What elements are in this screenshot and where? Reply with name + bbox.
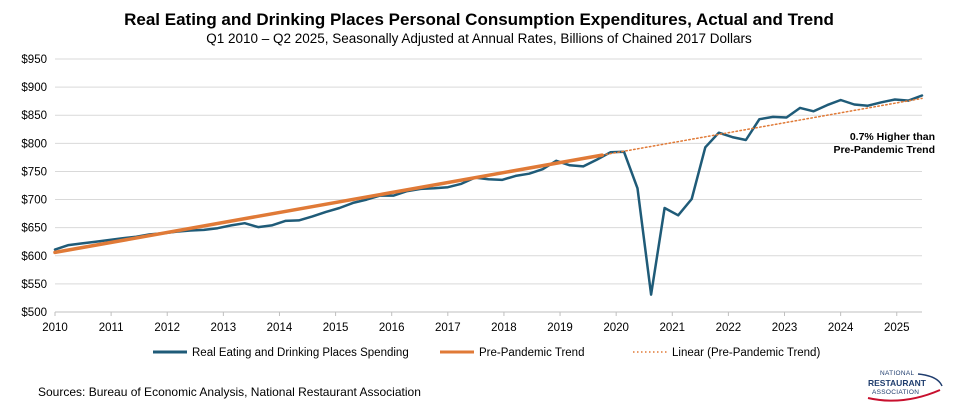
logo-text-bottom: ASSOCIATION — [872, 389, 920, 396]
logo-swoosh-icon — [867, 373, 943, 402]
chart-subtitle: Q1 2010 – Q2 2025, Seasonally Adjusted a… — [206, 31, 752, 46]
y-tick-label: $950 — [21, 54, 47, 66]
x-axis-tick-labels: 2010 2011 2012 2013 2014 2015 2016 2017 2018 2019… — [42, 322, 909, 334]
logo-text-middle: RESTAURANT — [868, 378, 926, 388]
y-tick-label: $500 — [21, 307, 47, 319]
x-tick-label: 2016 — [379, 322, 405, 334]
y-tick-label: $900 — [21, 82, 47, 94]
gridlines — [55, 58, 922, 285]
x-tick-label: 2018 — [491, 322, 517, 334]
x-tick-label: 2017 — [435, 322, 461, 334]
x-tick-label: 2011 — [99, 322, 124, 334]
y-tick-label: $550 — [21, 279, 47, 291]
x-tick-label: 2025 — [884, 322, 910, 334]
annotation-line-2: Pre-Pandemic Trend — [833, 144, 935, 156]
y-tick-label: $700 — [21, 195, 47, 207]
x-tick-label: 2019 — [547, 322, 573, 334]
series-line-linear-pre-pandemic-trend — [601, 97, 923, 156]
trend-annotation: 0.7% Higher than Pre-Pandemic Trend — [833, 131, 935, 156]
y-tick-label: $600 — [21, 251, 47, 263]
x-tick-label: 2024 — [828, 322, 854, 334]
x-tick-label: 2012 — [154, 322, 180, 334]
annotation-line-1: 0.7% Higher than — [850, 131, 935, 143]
logo-text-top: NATIONAL — [880, 370, 915, 377]
series-line-real-eating-and-drinking-places-spending — [53, 94, 924, 296]
legend: Real Eating and Drinking Places Spending… — [153, 347, 820, 359]
source-note: Sources: Bureau of Economic Analysis, Na… — [38, 385, 421, 399]
series-line-pre-pandemic-trend — [53, 153, 604, 255]
x-tick-label: 2014 — [267, 322, 293, 334]
y-tick-label: $850 — [21, 110, 47, 122]
y-axis-tick-labels: $500 $550 $600 $650 $700 $750 $800 $850 $900 $950 — [21, 54, 47, 319]
y-tick-label: $650 — [21, 223, 47, 235]
legend-label: Real Eating and Drinking Places Spending — [192, 347, 409, 359]
y-tick-label: $750 — [21, 166, 47, 178]
x-tick-label: 2021 — [659, 322, 685, 334]
x-tick-label: 2022 — [716, 322, 742, 334]
x-tick-label: 2015 — [323, 322, 349, 334]
x-tick-label: 2020 — [603, 322, 629, 334]
chart-title: Real Eating and Drinking Places Personal… — [124, 10, 834, 29]
x-tick-label: 2023 — [772, 322, 798, 334]
x-tick-label: 2010 — [42, 322, 68, 334]
nra-logo: NATIONAL RESTAURANT ASSOCIATION — [858, 368, 948, 402]
legend-label: Linear (Pre-Pandemic Trend) — [672, 347, 820, 359]
x-axis — [54, 311, 922, 316]
y-tick-label: $800 — [21, 138, 47, 150]
legend-label: Pre-Pandemic Trend — [479, 347, 584, 359]
series-lines — [53, 94, 924, 296]
x-tick-label: 2013 — [211, 322, 237, 334]
